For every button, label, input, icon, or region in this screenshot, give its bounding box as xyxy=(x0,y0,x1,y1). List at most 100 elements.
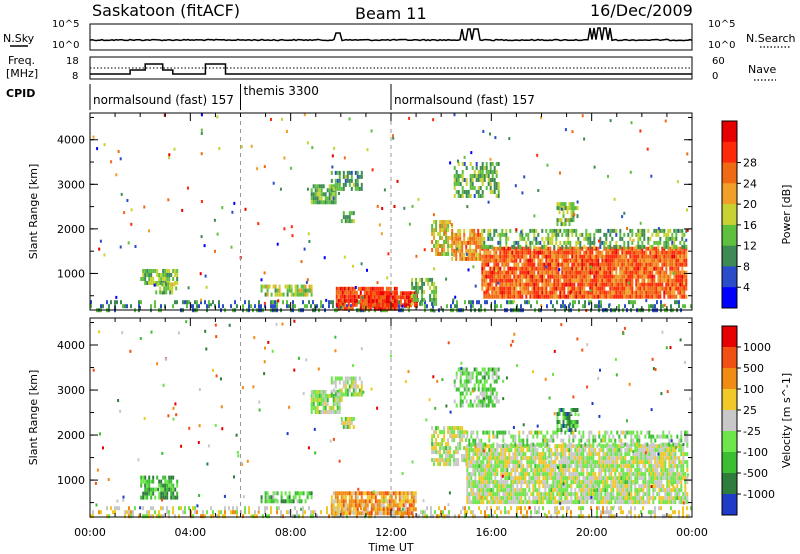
data-cell xyxy=(528,300,530,305)
data-cell xyxy=(374,503,377,508)
data-cell xyxy=(404,511,407,516)
data-cell xyxy=(549,266,552,271)
data-cell xyxy=(445,236,448,240)
data-cell xyxy=(577,270,580,275)
data-cell xyxy=(496,500,499,505)
data-cell xyxy=(405,299,408,304)
data-cell xyxy=(631,232,634,237)
data-cell xyxy=(336,186,339,191)
data-cell xyxy=(476,460,479,465)
data-cell xyxy=(576,206,579,211)
data-cell xyxy=(552,476,555,481)
data-cell xyxy=(376,511,379,516)
data-cell xyxy=(598,496,601,501)
data-cell xyxy=(396,511,399,516)
data-cell xyxy=(637,266,640,271)
data-cell xyxy=(665,258,668,263)
data-cell xyxy=(312,394,315,398)
data-cell xyxy=(360,499,363,504)
data-cell xyxy=(338,192,340,195)
data-cell xyxy=(348,117,351,121)
data-cell xyxy=(497,186,500,190)
data-cell xyxy=(187,286,190,290)
data-cell xyxy=(647,270,650,275)
data-cell xyxy=(496,456,499,461)
data-cell xyxy=(369,306,372,311)
data-cell xyxy=(584,488,587,493)
data-cell xyxy=(543,294,546,299)
data-cell xyxy=(535,236,538,241)
data-cell xyxy=(519,278,522,283)
data-cell xyxy=(570,202,573,207)
data-cell xyxy=(531,290,534,295)
data-cell xyxy=(158,510,160,515)
data-cell xyxy=(547,294,550,299)
data-cell xyxy=(146,273,149,277)
data-cell xyxy=(566,448,569,453)
data-cell xyxy=(585,258,588,263)
data-cell xyxy=(412,510,414,515)
data-cell xyxy=(365,306,368,311)
data-cell xyxy=(565,266,568,271)
data-cell xyxy=(429,277,432,282)
data-cell xyxy=(320,410,323,414)
data-cell xyxy=(648,304,650,309)
data-cell xyxy=(602,448,605,453)
data-cell xyxy=(539,274,542,279)
data-cell xyxy=(344,417,347,421)
data-cell xyxy=(643,270,646,275)
data-cell xyxy=(572,472,575,477)
data-cell xyxy=(160,514,162,519)
data-cell xyxy=(590,468,593,473)
data-cell xyxy=(119,157,122,161)
data-cell xyxy=(629,278,632,283)
data-cell xyxy=(478,456,481,461)
data-cell xyxy=(204,514,206,519)
data-cell xyxy=(437,426,440,431)
data-cell xyxy=(570,464,573,469)
data-cell xyxy=(373,298,376,303)
data-cell xyxy=(334,402,337,406)
data-cell xyxy=(590,456,593,461)
data-cell xyxy=(162,483,165,488)
data-cell xyxy=(522,480,525,485)
data-cell xyxy=(667,258,670,263)
data-cell xyxy=(417,297,420,302)
data-cell xyxy=(539,258,542,263)
data-cell xyxy=(350,495,353,500)
data-cell xyxy=(469,182,472,186)
data-cell xyxy=(595,262,598,267)
data-cell xyxy=(558,268,561,272)
data-cell xyxy=(174,273,177,277)
data-cell xyxy=(662,304,664,309)
data-cell xyxy=(617,244,620,249)
data-cell xyxy=(564,500,567,505)
data-cell xyxy=(471,252,474,257)
data-cell xyxy=(475,162,478,166)
data-cell xyxy=(492,496,495,501)
data-cell xyxy=(441,454,444,459)
data-cell xyxy=(204,300,206,305)
data-cell xyxy=(599,278,602,283)
data-cell xyxy=(504,488,507,493)
data-cell xyxy=(435,228,438,232)
data-cell xyxy=(334,192,337,197)
data-cell xyxy=(148,269,151,273)
data-cell xyxy=(542,464,545,469)
data-cell xyxy=(545,250,548,255)
data-cell xyxy=(470,488,473,493)
data-cell xyxy=(461,426,464,431)
data-cell xyxy=(531,278,534,283)
data-cell xyxy=(614,514,616,519)
data-cell xyxy=(120,192,123,196)
data-cell xyxy=(530,468,533,473)
data-cell xyxy=(592,480,595,485)
data-cell xyxy=(334,507,337,512)
data-cell xyxy=(398,507,401,512)
data-cell xyxy=(162,491,165,496)
data-cell xyxy=(520,304,522,309)
data-cell xyxy=(630,510,632,515)
data-cell xyxy=(378,223,381,227)
data-cell xyxy=(665,270,668,275)
data-cell xyxy=(373,306,376,311)
